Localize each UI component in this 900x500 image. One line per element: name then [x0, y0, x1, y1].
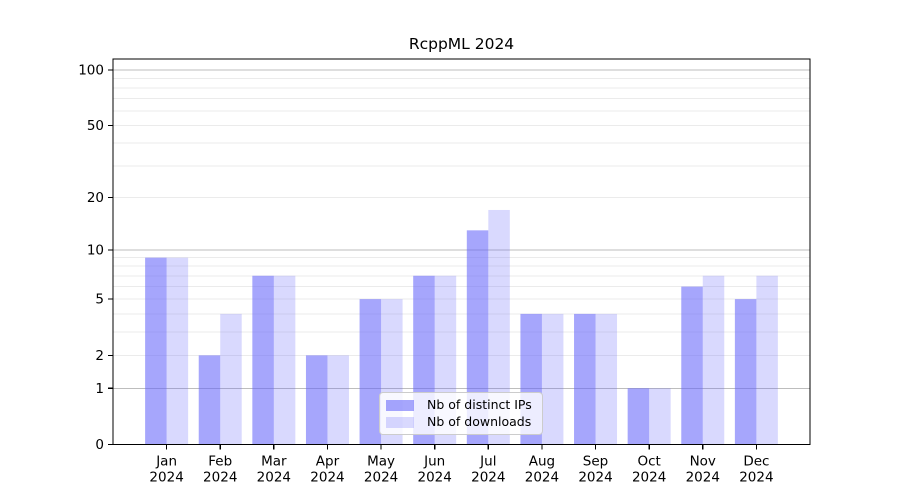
- bar-distinct-ips-apr: [305, 355, 328, 445]
- x-tick-label-may: May: [367, 454, 395, 470]
- bar-downloads-apr: [327, 355, 349, 445]
- x-tick-label-jul: Jul: [479, 454, 496, 470]
- x-tick-label-mar: Mar: [261, 454, 287, 470]
- plot-border: [112, 58, 811, 446]
- y-tick-label-2: 2: [95, 348, 104, 364]
- y-tick-label-5: 5: [95, 292, 104, 308]
- x-tick-year-feb: 2024: [203, 470, 237, 486]
- bar-distinct-ips-mar: [252, 275, 274, 445]
- chart-title: RcppML 2024: [408, 35, 515, 53]
- bar-downloads-dec: [756, 275, 778, 445]
- bar-downloads-mar: [273, 275, 296, 445]
- x-tick-year-apr: 2024: [310, 470, 344, 486]
- x-tick-label-jun: Jun: [423, 454, 445, 470]
- bar-distinct-ips-jul: [466, 230, 489, 445]
- bar-downloads-nov: [702, 275, 725, 445]
- x-tick-label-jan: Jan: [155, 454, 177, 470]
- bar-distinct-ips-oct: [627, 388, 650, 445]
- x-tick-label-nov: Nov: [690, 454, 716, 470]
- x-tick-year-dec: 2024: [739, 470, 773, 486]
- bar-downloads-jul: [488, 209, 510, 445]
- bar-downloads-sep: [595, 313, 618, 445]
- y-tick-label-1: 1: [95, 381, 104, 397]
- y-tick-label-0: 0: [95, 437, 104, 453]
- y-tick-label-100: 100: [78, 63, 104, 79]
- x-tick-year-jan: 2024: [149, 470, 183, 486]
- x-tick-year-sep: 2024: [578, 470, 612, 486]
- x-tick-label-dec: Dec: [743, 454, 769, 470]
- x-tick-year-aug: 2024: [525, 470, 559, 486]
- legend-item-downloads: Nb of downloads: [386, 415, 532, 429]
- bar-distinct-ips-feb: [198, 355, 221, 445]
- legend-label-distinct-ips: Nb of distinct IPs: [427, 397, 532, 412]
- bar-distinct-ips-jan: [145, 257, 167, 445]
- legend: Nb of distinct IPs Nb of downloads: [379, 392, 543, 435]
- x-tick-year-oct: 2024: [632, 470, 666, 486]
- x-tick-year-may: 2024: [364, 470, 398, 486]
- y-tick-label-20: 20: [87, 190, 104, 206]
- bar-downloads-jan: [166, 257, 189, 445]
- legend-swatch-distinct-ips: [386, 399, 414, 411]
- bar-downloads-oct: [649, 388, 671, 445]
- legend-swatch-downloads: [386, 416, 414, 428]
- legend-label-downloads: Nb of downloads: [427, 414, 532, 429]
- legend-item-distinct-ips: Nb of distinct IPs: [386, 398, 532, 412]
- x-tick-label-feb: Feb: [208, 454, 232, 470]
- x-tick-year-nov: 2024: [686, 470, 720, 486]
- x-tick-label-aug: Aug: [529, 454, 555, 470]
- bar-downloads-feb: [220, 313, 242, 445]
- bar-distinct-ips-nov: [681, 286, 703, 445]
- x-tick-label-oct: Oct: [637, 454, 660, 470]
- x-tick-year-jun: 2024: [418, 470, 452, 486]
- bar-distinct-ips-dec: [734, 299, 757, 445]
- x-tick-year-mar: 2024: [257, 470, 291, 486]
- bar-distinct-ips-sep: [574, 313, 596, 445]
- y-tick-label-50: 50: [87, 118, 104, 134]
- x-tick-label-sep: Sep: [583, 454, 608, 470]
- y-tick-label-10: 10: [87, 242, 104, 258]
- x-tick-year-jul: 2024: [471, 470, 505, 486]
- bar-downloads-aug: [541, 313, 564, 445]
- bar-distinct-ips-may: [359, 299, 382, 445]
- x-tick-label-apr: Apr: [316, 454, 340, 470]
